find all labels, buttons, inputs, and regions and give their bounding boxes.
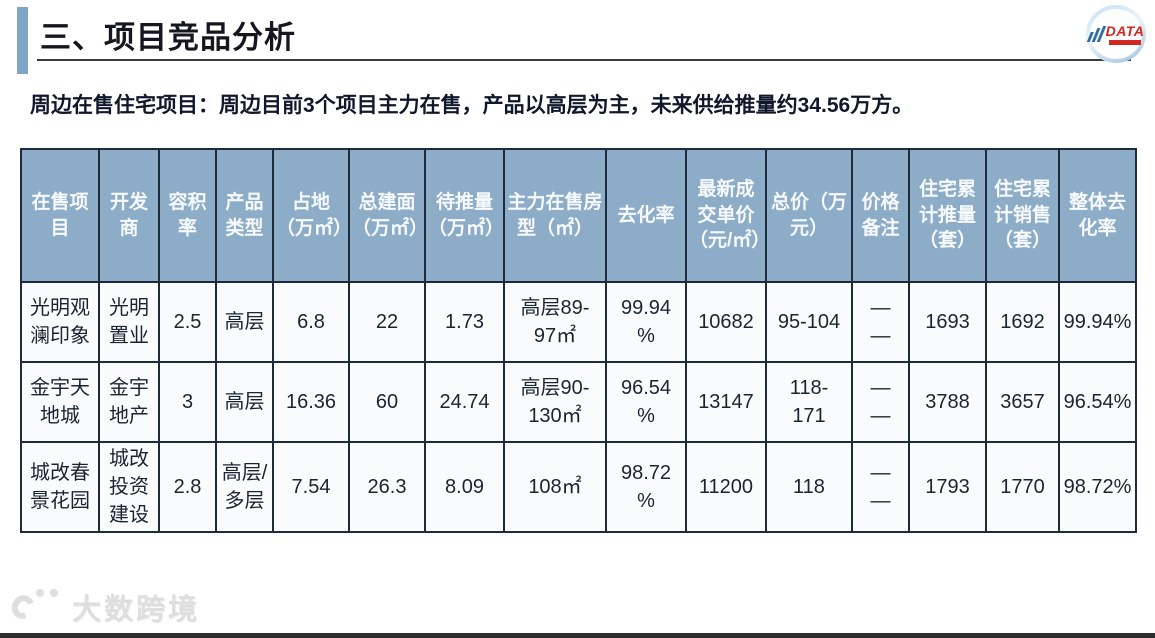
table-cell: 95-104 [765, 281, 853, 363]
column-header-cumulative-sales: 住宅累计销售（套） [985, 148, 1060, 283]
table-header-row: 在售项目 开发商 容积率 产品类型 占地（万㎡） 总建面（万㎡） 待推量（万㎡）… [20, 148, 1137, 283]
column-header-price-note: 价格备注 [851, 148, 910, 283]
table-cell: 60 [348, 361, 426, 443]
table-cell: — — [851, 361, 910, 443]
table-row: 城改春景花园 城改投资建设 2.8 高层/多层 7.54 26.3 8.09 1… [20, 441, 1137, 533]
column-header-far: 容积率 [158, 148, 217, 283]
table-cell: 光明观澜印象 [20, 281, 100, 363]
column-header-pending-supply: 待推量（万㎡） [424, 148, 505, 283]
competitor-table: 在售项目 开发商 容积率 产品类型 占地（万㎡） 总建面（万㎡） 待推量（万㎡）… [20, 148, 1137, 533]
logo-inner-circle: DATA [1086, 9, 1145, 59]
column-header-product-type: 产品类型 [215, 148, 274, 283]
table-cell: 118 [765, 441, 853, 533]
table-cell: 7.54 [272, 441, 350, 533]
table-cell: 13147 [685, 361, 767, 443]
column-header-total-price: 总价（万元） [765, 148, 853, 283]
table-cell: 26.3 [348, 441, 426, 533]
table-cell: 高层/多层 [215, 441, 274, 533]
column-header-gfa: 总建面（万㎡） [348, 148, 426, 283]
title-underline [37, 59, 1131, 61]
table-cell: 高层 [215, 281, 274, 363]
table-cell: 城改投资建设 [98, 441, 160, 533]
table-cell: 2.5 [158, 281, 217, 363]
table-cell: 98.72% [1058, 441, 1137, 533]
column-header-overall-absorption: 整体去化率 [1058, 148, 1137, 283]
watermark: 大数跨境 [7, 586, 201, 628]
column-header-latest-unit-price: 最新成交单价（元/㎡） [685, 148, 767, 283]
table-cell: — — [851, 441, 910, 533]
column-header-cumulative-supply: 住宅累计推量（套） [908, 148, 987, 283]
bottom-edge-bar [0, 633, 1155, 638]
table-cell: 11200 [685, 441, 767, 533]
table-cell: 金宇天地城 [20, 361, 100, 443]
table-cell: 99.94% [1058, 281, 1137, 363]
table-cell: 98.72 % [605, 441, 687, 533]
table-cell: 8.09 [424, 441, 505, 533]
table-cell: 22 [348, 281, 426, 363]
table-cell: 10682 [685, 281, 767, 363]
logo-text: DATA [1105, 22, 1145, 39]
table-cell: 24.74 [424, 361, 505, 443]
table-cell: 6.8 [272, 281, 350, 363]
dashu-kuajing-logo-icon [7, 587, 60, 627]
column-header-land-area: 占地（万㎡） [272, 148, 350, 283]
table-cell: 3 [158, 361, 217, 443]
table-cell: 高层 [215, 361, 274, 443]
logo-red-strip-icon [1109, 39, 1141, 45]
column-header-absorption-rate: 去化率 [605, 148, 687, 283]
page-title: 三、项目竞品分析 [40, 20, 296, 55]
table-cell: 1692 [985, 281, 1060, 363]
table-cell: 96.54 % [605, 361, 687, 443]
table-cell: 3788 [908, 361, 987, 443]
table-cell: 96.54% [1058, 361, 1137, 443]
table-cell: 1793 [908, 441, 987, 533]
table-row: 光明观澜印象 光明置业 2.5 高层 6.8 22 1.73 高层89- 97㎡… [20, 281, 1137, 363]
table-cell: 光明置业 [98, 281, 160, 363]
table-cell: 高层89- 97㎡ [503, 281, 607, 363]
table-cell: 1693 [908, 281, 987, 363]
column-header-main-unit-type: 主力在售房型（㎡） [503, 148, 607, 283]
table-cell: 1770 [985, 441, 1060, 533]
table-row: 金宇天地城 金宇地产 3 高层 16.36 60 24.74 高层90- 130… [20, 361, 1137, 443]
table-cell: 118- 171 [765, 361, 853, 443]
slide-subtitle: 周边在售住宅项目：周边目前3个项目主力在售，产品以高层为主，未来供给推量约34.… [30, 94, 914, 117]
column-header-project: 在售项目 [20, 148, 100, 283]
table-cell: — — [851, 281, 910, 363]
logo-k-stripes-icon [1086, 26, 1106, 42]
table-cell: 99.94 % [605, 281, 687, 363]
column-header-developer: 开发商 [98, 148, 160, 283]
table-cell: 2.8 [158, 441, 217, 533]
table-cell: 1.73 [424, 281, 505, 363]
logo-text-block: DATA [1106, 24, 1145, 45]
table-cell: 高层90- 130㎡ [503, 361, 607, 443]
data-logo: DATA [1086, 5, 1146, 63]
table-cell: 金宇地产 [98, 361, 160, 443]
table-cell: 108㎡ [503, 441, 607, 533]
table-cell: 3657 [985, 361, 1060, 443]
title-accent-bar [17, 7, 28, 74]
watermark-text: 大数跨境 [72, 594, 201, 626]
table-cell: 16.36 [272, 361, 350, 443]
table-cell: 城改春景花园 [20, 441, 100, 533]
